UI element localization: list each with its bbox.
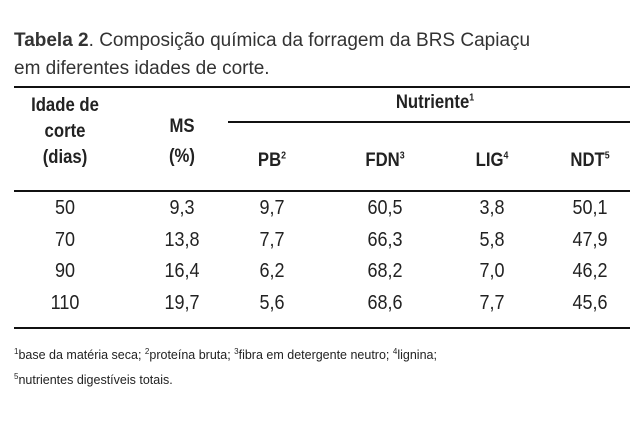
table-cell: 5,8 xyxy=(479,228,505,251)
footnote-mark: 3 xyxy=(234,347,239,356)
table-cell: 19,7 xyxy=(164,291,200,314)
table-cell: 68,6 xyxy=(367,291,403,314)
table-cell: 68,2 xyxy=(367,260,403,282)
header-text: NDT xyxy=(570,150,605,171)
table-cell: 45,6 xyxy=(572,291,608,314)
bottom-rule xyxy=(14,327,630,329)
header-line: (dias) xyxy=(42,147,88,168)
header-nutrient: Nutriente1 xyxy=(347,92,523,114)
footnote-mark: 4 xyxy=(392,347,398,356)
footnote-mark: 2 xyxy=(281,150,287,162)
header-text: LIG xyxy=(475,150,504,171)
footnote-text: base da matéria seca; xyxy=(18,348,145,363)
table-cell: 13,8 xyxy=(164,228,200,251)
table-cell: 50,1 xyxy=(572,197,608,219)
table-cell: 5,6 xyxy=(259,291,285,314)
footnote-text: nutrientes digestíveis totais. xyxy=(18,373,173,388)
header-text: FDN xyxy=(365,150,400,171)
table-cell: 60,5 xyxy=(367,197,403,219)
table-cell: 90 xyxy=(54,260,76,282)
caption-label: Tabela 2 xyxy=(14,30,89,51)
footnotes: 1base da matéria seca; 2proteína bruta; … xyxy=(14,341,634,391)
footnote-mark: 1 xyxy=(469,92,475,104)
header-ms: MS (%) xyxy=(138,112,226,172)
footnote-text: proteína bruta; xyxy=(149,348,235,363)
table-cell: 9,7 xyxy=(259,197,285,219)
footnote-mark: 3 xyxy=(399,150,405,162)
header-text: Nutriente xyxy=(395,92,470,113)
table-cell: 47,9 xyxy=(572,228,608,251)
table-cell: 9,3 xyxy=(169,197,195,219)
footnote-mark: 4 xyxy=(503,150,509,162)
column-header: LIG4 xyxy=(448,150,536,172)
footnote-text: fibra em detergente neutro; xyxy=(238,348,393,363)
column-header: NDT5 xyxy=(546,150,634,172)
table-cell: 7,0 xyxy=(479,260,505,282)
table-cell: 50 xyxy=(54,197,76,219)
table-cell: 110 xyxy=(50,291,80,314)
table-cell: 7,7 xyxy=(479,291,505,314)
column-header: FDN3 xyxy=(341,150,429,172)
table-cell: 16,4 xyxy=(164,260,200,282)
table-caption: Tabela 2. Composição química da forragem… xyxy=(14,30,530,52)
header-line: corte xyxy=(44,121,86,142)
header-line: MS xyxy=(169,116,195,137)
header-text: PB xyxy=(257,150,282,171)
table-cell: 6,2 xyxy=(259,260,285,282)
footnote-text: lignina; xyxy=(397,348,437,363)
header-line: (%) xyxy=(168,146,196,167)
table-cell: 46,2 xyxy=(572,260,608,282)
group-rule xyxy=(228,121,630,123)
header-age: Idade de corte (dias) xyxy=(21,93,109,171)
column-header: PB2 xyxy=(228,150,316,172)
table-cell: 7,7 xyxy=(259,228,285,251)
header-rule xyxy=(14,190,630,192)
footnote-mark: 1 xyxy=(14,347,19,356)
top-rule xyxy=(14,86,630,88)
table-cell: 3,8 xyxy=(479,197,505,219)
footnote-mark: 5 xyxy=(14,372,19,382)
footnote-mark: 5 xyxy=(604,150,610,162)
table-cell: 66,3 xyxy=(367,228,403,251)
header-line: Idade de xyxy=(31,95,99,116)
footnote-mark: 2 xyxy=(144,347,150,356)
table-cell: 70 xyxy=(54,228,76,251)
caption-text: . Composição química da forragem da BRS … xyxy=(88,30,531,51)
table-caption-line2: em diferentes idades de corte. xyxy=(14,58,270,79)
